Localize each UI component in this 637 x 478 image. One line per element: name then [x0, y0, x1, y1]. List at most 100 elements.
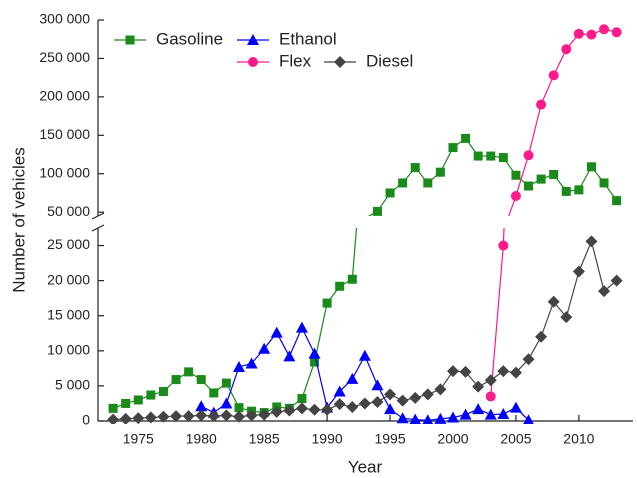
- y-tick-label: 50 000: [47, 203, 90, 219]
- marker: [547, 295, 560, 308]
- marker: [144, 411, 157, 424]
- y-axis-title: Number of vehicles: [9, 147, 28, 293]
- marker: [220, 397, 233, 409]
- marker: [612, 196, 622, 206]
- series-group: [195, 321, 534, 424]
- marker: [422, 414, 434, 424]
- y-tick-label: 0: [82, 412, 90, 428]
- x-axis-title: Year: [348, 457, 383, 476]
- x-tick-label: 2005: [500, 431, 531, 447]
- series-line: [201, 240, 528, 250]
- series-group: [113, 231, 617, 251]
- marker: [446, 411, 459, 423]
- marker: [459, 365, 472, 378]
- marker: [171, 375, 181, 385]
- marker: [358, 349, 371, 361]
- marker: [486, 151, 496, 161]
- marker: [423, 178, 433, 188]
- marker: [322, 298, 332, 308]
- marker: [372, 206, 382, 216]
- marker: [461, 133, 471, 143]
- marker: [421, 388, 434, 401]
- marker: [598, 285, 611, 298]
- marker: [473, 151, 483, 161]
- marker: [283, 350, 296, 362]
- marker: [497, 407, 510, 419]
- marker: [560, 311, 573, 324]
- marker: [434, 412, 447, 424]
- marker: [573, 28, 584, 39]
- marker: [586, 162, 596, 172]
- marker: [335, 281, 345, 291]
- marker: [283, 404, 296, 417]
- marker: [396, 412, 409, 424]
- marker: [258, 342, 271, 354]
- x-tick-label: 2000: [437, 431, 468, 447]
- marker: [536, 174, 546, 184]
- legend-label: Gasoline: [156, 29, 223, 48]
- marker: [333, 385, 346, 397]
- marker: [125, 35, 135, 45]
- marker: [509, 401, 522, 413]
- y-tick-label: 15 000: [47, 306, 90, 322]
- marker: [561, 186, 571, 196]
- marker: [270, 405, 283, 418]
- marker: [107, 413, 120, 424]
- marker: [561, 44, 572, 55]
- marker: [232, 360, 245, 372]
- marker: [207, 410, 220, 423]
- marker: [195, 409, 208, 422]
- marker: [346, 372, 359, 384]
- marker: [523, 414, 534, 424]
- marker: [310, 357, 320, 367]
- marker: [498, 240, 509, 251]
- y-tick-label: 100 000: [39, 164, 90, 180]
- y-tick-label: 300 000: [39, 11, 90, 27]
- marker: [234, 403, 244, 413]
- marker: [384, 388, 397, 401]
- marker: [184, 367, 194, 377]
- y-tick-label: 20 000: [47, 271, 90, 287]
- marker: [121, 398, 131, 408]
- marker: [472, 380, 485, 393]
- marker: [484, 408, 497, 420]
- series-line: [490, 228, 505, 397]
- marker: [572, 265, 585, 278]
- marker: [385, 188, 395, 198]
- marker: [346, 400, 359, 413]
- marker: [196, 375, 206, 385]
- marker: [308, 347, 321, 359]
- y-tick-label: 10 000: [47, 342, 90, 358]
- marker: [220, 409, 233, 422]
- marker: [409, 413, 421, 424]
- marker: [448, 143, 458, 153]
- series-group: [485, 228, 509, 402]
- marker: [333, 398, 346, 411]
- marker: [248, 57, 258, 67]
- marker: [295, 402, 308, 415]
- marker: [459, 408, 472, 420]
- marker: [434, 383, 447, 396]
- marker: [484, 374, 497, 387]
- marker: [510, 191, 521, 202]
- y-tick-label: 150 000: [39, 126, 90, 142]
- marker: [132, 412, 145, 424]
- marker: [195, 400, 208, 412]
- x-tick-label: 1990: [312, 431, 343, 447]
- marker: [599, 178, 609, 188]
- axis-break: [91, 224, 105, 232]
- marker: [410, 163, 420, 173]
- x-tick-label: 1985: [249, 431, 280, 447]
- marker: [232, 410, 245, 423]
- marker: [209, 388, 219, 398]
- legend-label: Diesel: [366, 51, 413, 70]
- marker: [258, 408, 271, 421]
- marker: [509, 366, 522, 379]
- marker: [497, 365, 510, 378]
- marker: [446, 365, 459, 378]
- marker: [511, 170, 521, 180]
- series-line: [113, 239, 618, 421]
- marker: [611, 27, 622, 38]
- marker: [295, 321, 308, 333]
